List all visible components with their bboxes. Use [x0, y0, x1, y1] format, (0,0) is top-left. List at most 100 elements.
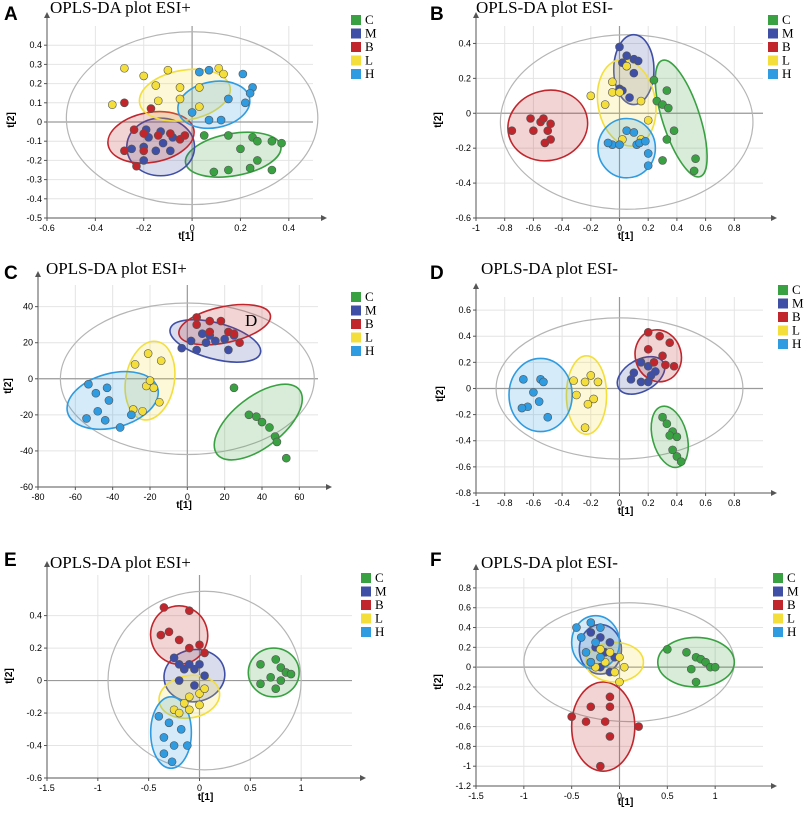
point-c [236, 144, 245, 154]
point-b [581, 717, 591, 726]
point-h [517, 403, 527, 413]
point-m [174, 676, 184, 685]
point-c [691, 154, 700, 163]
legend-swatch-b [361, 600, 371, 610]
legend-swatch-l [361, 613, 371, 624]
point-l [214, 63, 223, 73]
panel-label: D [430, 263, 444, 284]
legend-label-b: B [365, 316, 374, 331]
x-tick-label: -0.2 [136, 223, 152, 233]
x-axis-label: t[1] [176, 500, 192, 511]
legend-swatch-c [773, 573, 783, 583]
point-m [633, 56, 643, 66]
y-tick-label: 0 [28, 374, 33, 384]
x-tick-label: 1 [299, 783, 304, 793]
point-b [669, 361, 679, 371]
legend-label-c: C [375, 570, 384, 585]
point-h [238, 69, 248, 79]
point-m [179, 664, 189, 674]
x-tick-label: -0.4 [554, 223, 570, 233]
legend-swatch-b [351, 319, 361, 329]
point-l [139, 71, 149, 81]
x-axis-arrow [326, 484, 332, 490]
group-ellipse-h [597, 117, 657, 179]
point-h [224, 94, 233, 104]
point-l [580, 423, 590, 432]
point-l [610, 667, 620, 677]
point-l [155, 397, 164, 407]
legend-label-h: H [365, 343, 374, 358]
x-axis-label: t[1] [618, 231, 634, 242]
point-c [265, 423, 274, 432]
y-tick-label: -0.2 [455, 143, 471, 153]
x-tick-label: 0.8 [728, 498, 741, 508]
point-b [543, 126, 553, 136]
point-b [539, 114, 548, 123]
x-axis-arrow [321, 215, 327, 221]
point-l [195, 102, 204, 111]
hotelling-ellipse [495, 317, 744, 460]
legend-swatch-h [361, 627, 371, 637]
point-b [205, 316, 215, 326]
y-tick-label: 20 [23, 338, 33, 348]
y-axis-label: t[2] [4, 668, 15, 684]
legend-label-c: C [792, 282, 801, 297]
point-c [710, 662, 720, 672]
x-tick-label: -80 [31, 492, 44, 502]
point-m [626, 375, 636, 384]
y-tick-label: 0.4 [458, 623, 471, 633]
x-axis-arrow [771, 490, 777, 496]
point-h [629, 128, 639, 137]
legend-label-m: M [787, 584, 799, 599]
point-l [583, 399, 593, 409]
x-axis-arrow [360, 775, 366, 781]
point-b [229, 329, 239, 338]
y-axis-label: t[2] [433, 112, 444, 128]
point-b [120, 98, 129, 108]
legend-label-b: B [782, 39, 791, 54]
x-tick-label: -0.2 [583, 498, 599, 508]
point-h [586, 657, 596, 667]
legend-label-l: L [787, 611, 795, 626]
point-m [636, 358, 646, 367]
point-h [159, 733, 169, 742]
point-l [163, 65, 173, 75]
x-tick-label: -20 [143, 492, 156, 502]
point-c [672, 432, 682, 442]
panel-a: A OPLS-DA plot ESI+ -0.6 -0.4 -0.2 0 0.2 0.4 -0.… [4, 0, 377, 242]
point-l [120, 63, 129, 73]
point-l [636, 96, 646, 106]
point-h [581, 647, 591, 657]
point-m [192, 345, 201, 355]
point-b [159, 603, 169, 612]
x-tick-label: 0 [617, 223, 622, 233]
point-c [267, 165, 277, 175]
point-b [192, 313, 201, 322]
point-h [159, 749, 169, 758]
point-h [245, 88, 255, 98]
x-tick-label: -0.6 [526, 223, 542, 233]
x-tick-label: 0 [190, 223, 195, 233]
point-h [176, 724, 186, 734]
x-tick-label: -1.5 [468, 791, 484, 801]
x-axis-arrow [771, 215, 777, 221]
point-b [195, 640, 204, 650]
point-b [132, 161, 141, 171]
point-c [276, 676, 286, 685]
point-c [209, 167, 219, 177]
point-h [622, 126, 631, 136]
x-axis-label: t[1] [618, 797, 634, 808]
legend-label-c: C [787, 570, 796, 585]
x-tick-label: -0.5 [564, 791, 580, 801]
x-tick-label: -1 [472, 498, 480, 508]
legend-swatch-m [351, 28, 361, 39]
y-axis-arrow [35, 271, 41, 277]
point-h [167, 757, 177, 767]
group-ellipse-c [184, 131, 282, 178]
x-tick-label: -0.6 [526, 498, 542, 508]
point-c [267, 136, 277, 146]
legend-swatch-b [773, 600, 783, 610]
point-h [204, 65, 214, 75]
point-l [138, 406, 147, 416]
